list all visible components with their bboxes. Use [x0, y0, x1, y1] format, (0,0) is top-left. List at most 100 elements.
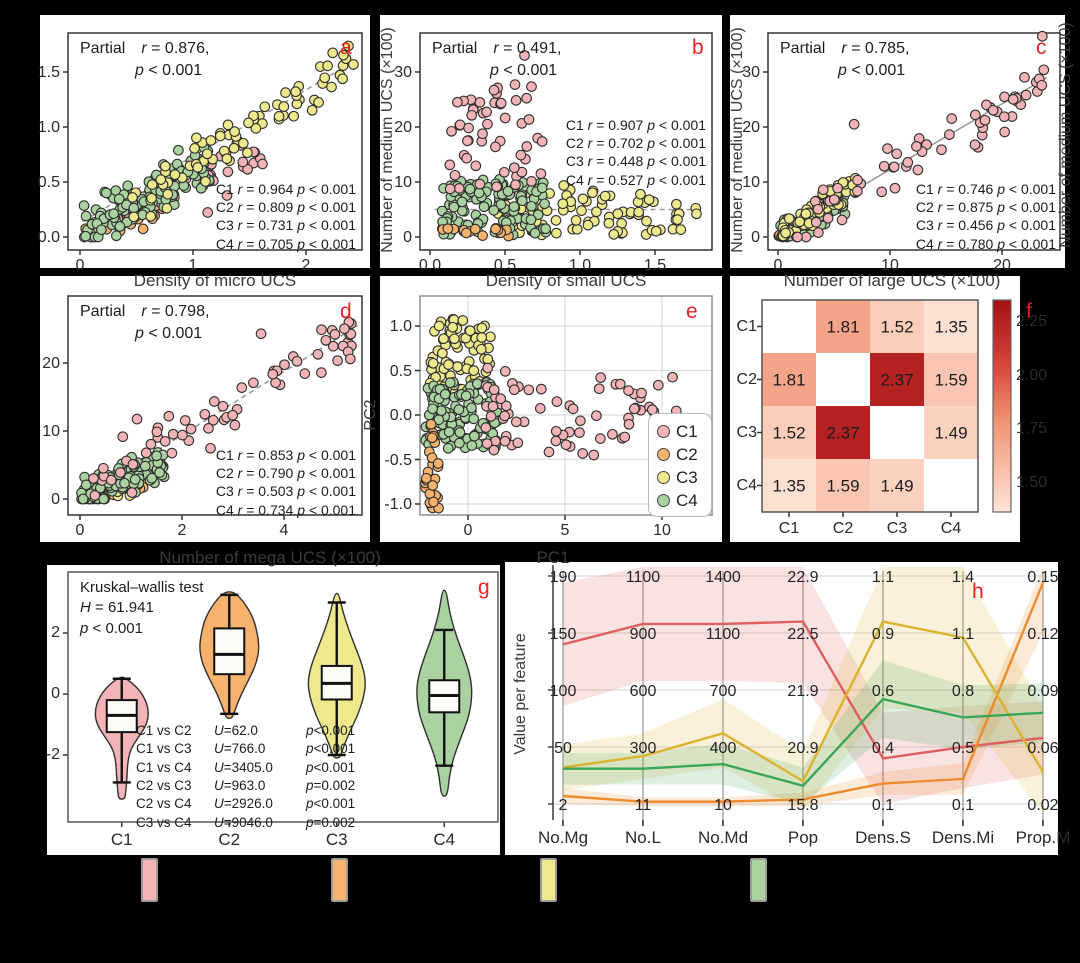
tick-label: 10 [42, 423, 60, 440]
svg-text:1100: 1100 [626, 569, 661, 586]
tick-label: 0 [75, 257, 85, 274]
parallel-axis-label: Dens.Mi [931, 828, 995, 847]
svg-text:0.12: 0.12 [1027, 626, 1058, 643]
stats-block-b: C1 r = 0.907 p < 0.001 C2 r = 0.702 p < 0… [565, 117, 706, 188]
panel-letter-h: h [972, 580, 984, 603]
panel-letter-c: c [1036, 36, 1047, 59]
panel-letter-g: g [478, 576, 490, 599]
legend-dot-icon [657, 471, 670, 484]
stats-block-c: C1 r = 0.746 p < 0.001 C2 r = 0.875 p < 0… [915, 181, 1056, 252]
svg-text:0.4: 0.4 [872, 740, 894, 757]
y-axis-label-edge: Number of medium UCS (×100) [1057, 22, 1074, 248]
svg-text:21.9: 21.9 [787, 683, 818, 700]
tick-label: 1.75 [1016, 420, 1048, 437]
kruskal-test-text: Kruskal–wallis test H = 61.941 p < 0.001 [80, 579, 204, 637]
svg-text:15.8: 15.8 [787, 797, 818, 814]
legend-swatch-c2 [331, 858, 348, 902]
violin-category-label: C2 [218, 830, 241, 849]
tick-label: 0.0 [418, 257, 442, 274]
tick-label: 10 [394, 174, 412, 191]
tick-label: -2 [45, 746, 60, 763]
svg-text:0.6: 0.6 [872, 683, 894, 700]
tick-label: C3 [886, 520, 908, 537]
tick-label: 4 [279, 522, 289, 539]
partial-p-a: p < 0.001 [135, 62, 203, 79]
svg-text:190: 190 [550, 569, 577, 586]
tick-label: 1.0 [389, 318, 412, 335]
parallel-axis-label: Pop [787, 828, 819, 847]
svg-text:600: 600 [630, 683, 657, 700]
cluster-legend: C1 C2 C3 C4 [648, 413, 712, 517]
tick-label: 0.5 [493, 257, 517, 274]
axis-title-b: Density of small UCS [485, 271, 647, 290]
tick-label: C2 [832, 520, 854, 537]
legend-dot-icon [657, 425, 670, 438]
legend-item-c1: C1 [657, 420, 703, 443]
tick-label: 30 [742, 64, 760, 81]
svg-text:700: 700 [710, 683, 737, 700]
svg-text:11: 11 [635, 797, 652, 814]
tick-label: C4 [940, 520, 962, 537]
legend-label: C4 [676, 490, 698, 510]
svg-text:22.9: 22.9 [787, 569, 818, 586]
panel-letter-b: b [692, 36, 704, 59]
legend-item-c4: C4 [657, 489, 703, 512]
tick-label: C2 [736, 370, 757, 388]
axis-title-a: Density of micro UCS [133, 271, 297, 290]
tick-label: 0.5 [37, 174, 60, 191]
tick-label: 0 [773, 257, 783, 274]
svg-text:0.9: 0.9 [872, 626, 894, 643]
svg-text:2.37: 2.37 [880, 371, 913, 390]
scatter-points-a [78, 40, 359, 243]
svg-text:1100: 1100 [706, 626, 741, 643]
axis-title-d: Number of mega UCS (×100) [159, 548, 381, 567]
tick-label: 0 [51, 685, 60, 702]
panel-letter-a: a [340, 36, 352, 59]
tick-label: C4 [736, 476, 757, 494]
legend-label: C3 [676, 467, 698, 487]
violin-category-label: C3 [325, 830, 348, 849]
legend-dot-icon [657, 448, 670, 461]
tick-label: C1 [778, 520, 800, 537]
tick-label: 0 [51, 491, 60, 508]
heatmap-panel-f: 1.81 1.52 1.35 1.81 2.37 1.59 1.52 2.37 1.49 1.35… [757, 299, 1012, 517]
tick-label: 10 [881, 257, 899, 274]
svg-text:1.49: 1.49 [880, 477, 913, 496]
svg-text:1.49: 1.49 [934, 424, 967, 443]
legend-item-c3: C3 [657, 466, 703, 489]
svg-text:0.02: 0.02 [1027, 797, 1058, 814]
legend-label: C1 [676, 421, 698, 441]
tick-label: 1.0 [568, 257, 592, 274]
violin-category-label: C4 [433, 830, 456, 849]
scatter-panel-a [63, 32, 363, 255]
panel-letter-f: f [1026, 300, 1032, 323]
stats-block-d: C1 r = 0.853 p < 0.001 C2 r = 0.790 p < 0… [215, 447, 356, 518]
svg-text:400: 400 [710, 740, 737, 757]
tick-label: 1.5 [37, 64, 60, 81]
svg-text:1.1: 1.1 [952, 626, 974, 643]
axis-title-c: Number of large UCS (×100) [783, 271, 1001, 290]
svg-text:1.81: 1.81 [772, 371, 805, 390]
partial-p-b: p < 0.001 [490, 62, 558, 79]
tick-label: 0.0 [37, 229, 60, 246]
tick-label: 0 [75, 522, 85, 539]
parallel-axis-label: No.Md [697, 828, 749, 847]
tick-label: 1.5 [643, 257, 667, 274]
tick-label: 10 [653, 522, 671, 539]
tick-label: 0 [751, 229, 760, 246]
svg-text:1.1: 1.1 [872, 569, 894, 586]
legend-swatch-c4 [750, 858, 767, 902]
svg-text:50: 50 [554, 740, 572, 757]
svg-text:2: 2 [559, 797, 568, 814]
panel-b-tile [380, 15, 722, 268]
legend-swatch-c1 [141, 858, 158, 902]
parallel-axis-label: Prop.M [1015, 828, 1071, 847]
partial-r-a: Partial r = 0.876, [80, 40, 210, 57]
svg-text:0.1: 0.1 [872, 797, 894, 814]
tick-label: 1.50 [1016, 473, 1048, 491]
axis-title-e: PC1 [536, 548, 570, 567]
tick-label: 0 [403, 229, 412, 246]
tick-label: 2.25 [1016, 313, 1048, 330]
svg-text:1.52: 1.52 [880, 318, 913, 337]
